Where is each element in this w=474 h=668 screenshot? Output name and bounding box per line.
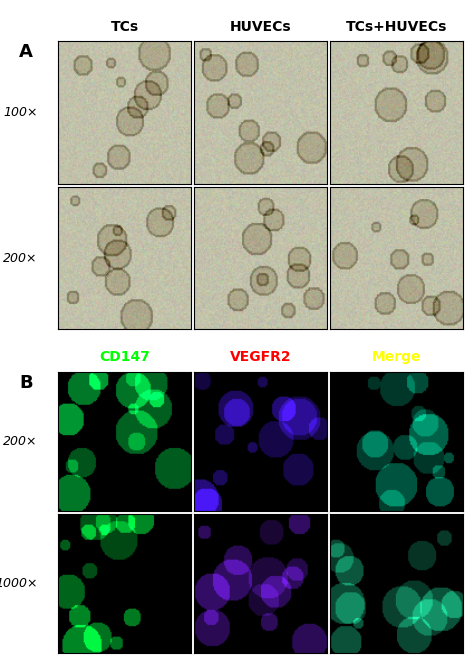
Text: 100×: 100× <box>3 106 38 119</box>
Text: Merge: Merge <box>372 351 421 364</box>
Text: B: B <box>19 374 33 392</box>
Text: 200×: 200× <box>3 436 38 448</box>
Text: VEGFR2: VEGFR2 <box>230 351 292 364</box>
Text: 200×: 200× <box>3 252 38 265</box>
Text: A: A <box>19 43 33 61</box>
Text: CD147: CD147 <box>100 351 150 364</box>
Text: HUVECs: HUVECs <box>230 20 292 33</box>
Text: TCs+HUVECs: TCs+HUVECs <box>346 20 447 33</box>
Text: TCs: TCs <box>111 20 139 33</box>
Text: 1000×: 1000× <box>0 577 38 590</box>
